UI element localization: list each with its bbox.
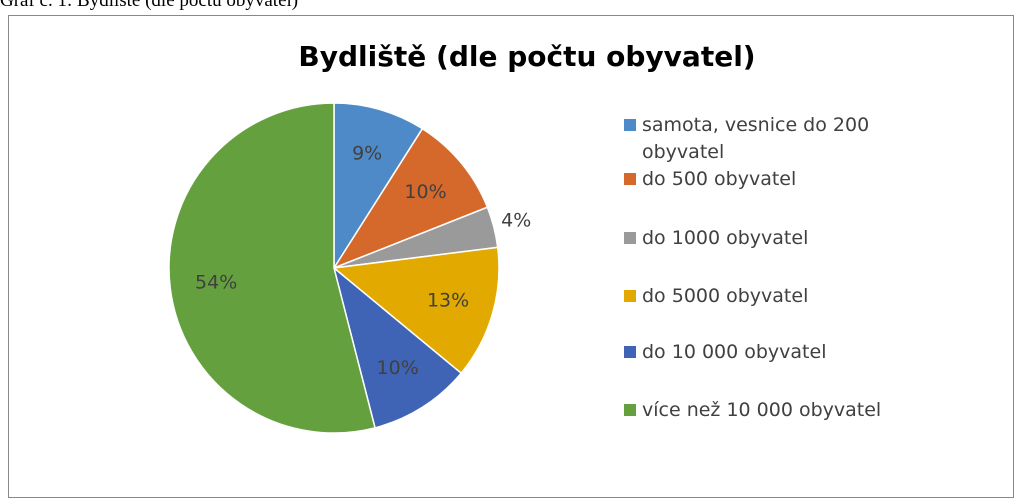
legend-swatch (624, 290, 636, 302)
chart-title: Bydliště (dle počtu obyvatel) (298, 40, 755, 73)
pie-slice (332, 246, 500, 375)
legend-label: samota, vesnice do 200 obyvatel (642, 114, 870, 163)
pie-slice (332, 265, 463, 429)
legend-label: do 5000 obyvatel (642, 285, 809, 307)
legend-label: do 10 000 obyvatel (642, 341, 827, 363)
legend-item: samota, vesnice do 200 obyvatel (624, 112, 914, 166)
pie-slice (332, 127, 489, 270)
caption: Graf č. 1: Bydliště (dle počtu obyvatel) (0, 0, 299, 11)
legend-label: do 500 obyvatel (642, 168, 797, 190)
data-label: 10% (404, 181, 446, 203)
legend-item: do 5000 obyvatel (624, 283, 914, 310)
data-label: 10% (377, 357, 419, 379)
legend-item: do 500 obyvatel (624, 166, 914, 193)
legend-swatch (624, 232, 636, 244)
legend-label: více než 10 000 obyvatel (642, 399, 882, 421)
legend-item: více než 10 000 obyvatel (624, 397, 914, 424)
legend-swatch (624, 346, 636, 358)
pie-slice (333, 102, 424, 271)
data-label: 13% (427, 290, 469, 312)
data-label: 9% (352, 142, 382, 164)
data-label: 54% (195, 271, 237, 293)
legend-item: do 10 000 obyvatel (624, 339, 914, 366)
data-label: 4% (501, 210, 531, 232)
legend-swatch (624, 404, 636, 416)
legend-swatch (624, 173, 636, 185)
pie-slice (168, 102, 376, 434)
legend-label: do 1000 obyvatel (642, 227, 809, 249)
legend-item: do 1000 obyvatel (624, 225, 914, 252)
legend-swatch (624, 119, 636, 131)
